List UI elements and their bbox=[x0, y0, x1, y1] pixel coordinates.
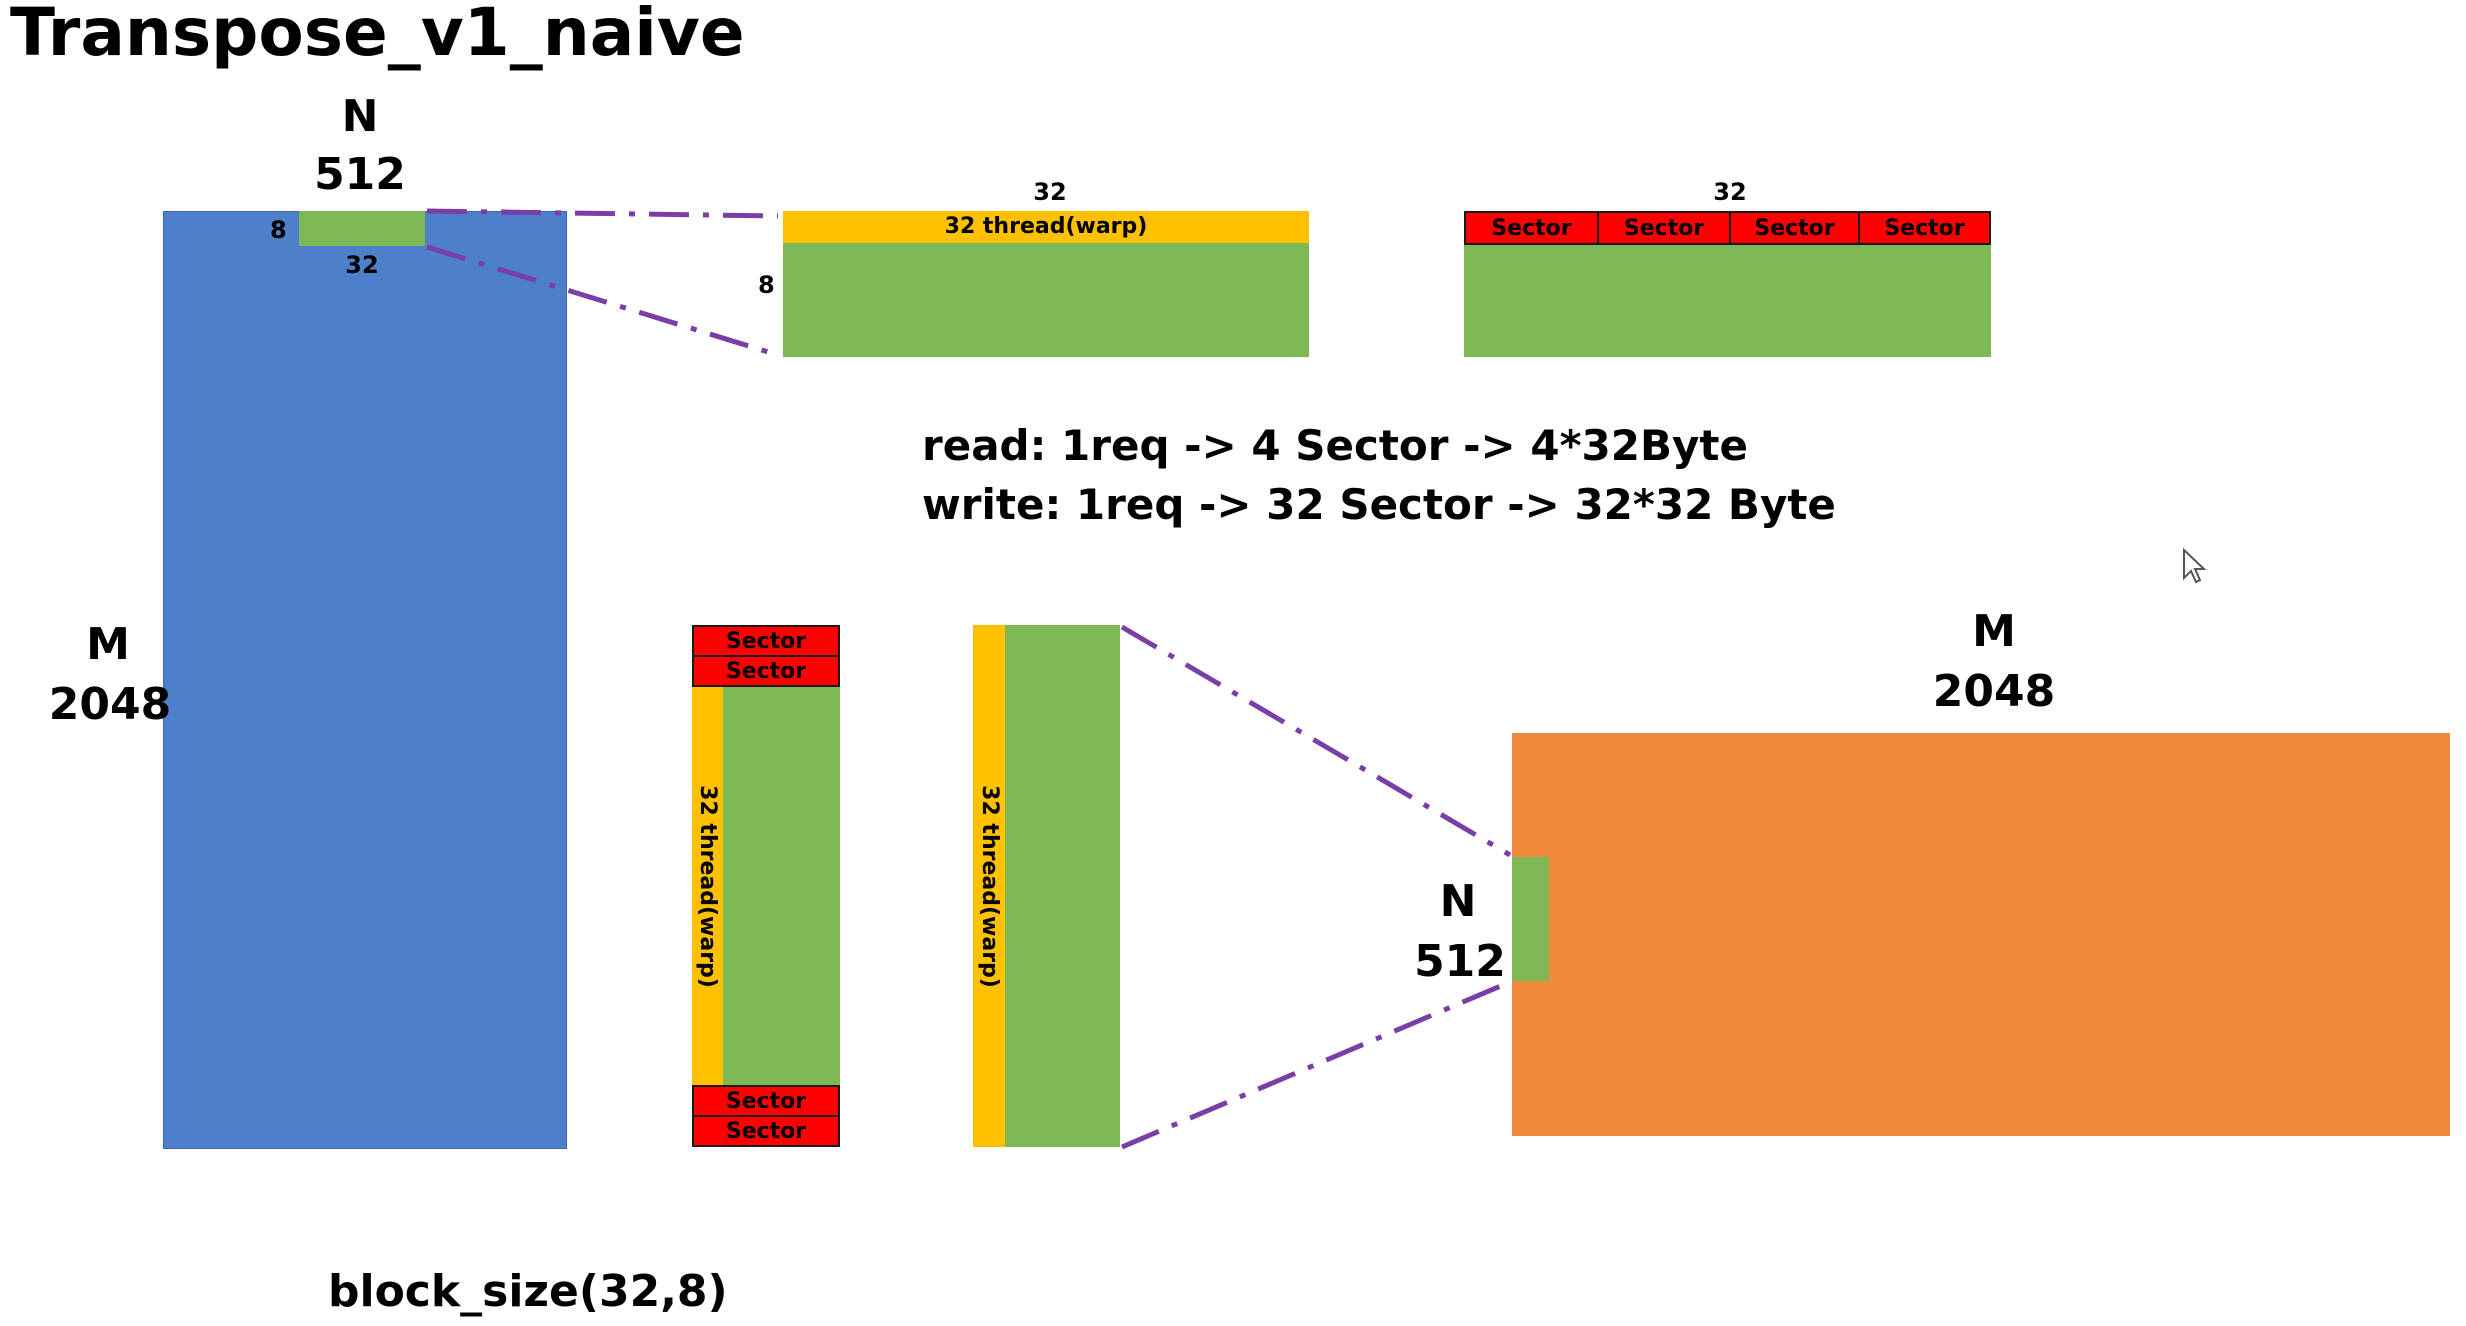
write-column-sectors-warp-label: 32 thread(warp) bbox=[695, 784, 721, 988]
mouse-cursor-icon bbox=[2183, 548, 2207, 584]
info-write: write: 1req -> 32 Sector -> 32*32 Byte bbox=[922, 480, 1836, 529]
write-sector-top-1: Sector bbox=[692, 625, 840, 657]
info-read: read: 1req -> 4 Sector -> 4*32Byte bbox=[922, 421, 1748, 470]
output-rows-name: N bbox=[1439, 876, 1477, 927]
block-size-label: block_size(32,8) bbox=[328, 1266, 728, 1317]
read-sector-1: Sector bbox=[1464, 211, 1599, 245]
read-sector-2: Sector bbox=[1597, 211, 1731, 245]
write-sector-bottom-1: Sector bbox=[692, 1085, 840, 1117]
read-tile-warp-bar: 32 thread(warp) bbox=[783, 211, 1309, 243]
write-sector-top-2: Sector bbox=[692, 655, 840, 687]
output-cols-name: M bbox=[1972, 606, 2016, 657]
write-column-sectors-warp-label-wrap: 32 thread(warp) bbox=[692, 687, 723, 1085]
output-matrix bbox=[1512, 733, 2450, 1136]
write-column-warp-label-wrap: 32 thread(warp) bbox=[973, 625, 1005, 1147]
write-column-warp-bar bbox=[973, 625, 1005, 1147]
input-rows-name: M bbox=[86, 619, 130, 670]
write-column-sectors-body bbox=[723, 687, 840, 1085]
input-rows-value: 2048 bbox=[48, 679, 172, 730]
input-matrix bbox=[163, 211, 567, 1149]
input-cols-value: 512 bbox=[314, 149, 406, 200]
input-tile-width-label: 32 bbox=[345, 251, 379, 279]
read-sectors-body bbox=[1464, 245, 1991, 357]
output-cols-value: 2048 bbox=[1932, 666, 2056, 717]
write-column-body bbox=[1005, 625, 1120, 1147]
write-sector-bottom-2: Sector bbox=[692, 1115, 840, 1147]
write-column-warp-label: 32 thread(warp) bbox=[976, 784, 1002, 988]
read-sector-4: Sector bbox=[1858, 211, 1991, 245]
output-tile bbox=[1512, 857, 1549, 981]
write-line-top bbox=[1120, 624, 1512, 858]
write-column-sectors-warp-bar bbox=[692, 687, 723, 1085]
read-sector-3: Sector bbox=[1729, 211, 1860, 245]
input-cols-name: N bbox=[341, 91, 379, 142]
read-tile-height-label: 8 bbox=[758, 271, 775, 299]
read-sectors-width-label: 32 bbox=[1713, 178, 1747, 206]
write-line-bottom bbox=[1121, 979, 1511, 1150]
input-tile bbox=[299, 211, 425, 246]
input-tile-height-label: 8 bbox=[270, 216, 287, 244]
read-tile-body bbox=[783, 243, 1309, 357]
diagram-title: Transpose_v1_naive bbox=[10, 0, 745, 71]
output-rows-value: 512 bbox=[1414, 936, 1506, 987]
read-tile-width-label: 32 bbox=[1033, 178, 1067, 206]
read-tile-warp-label: 32 thread(warp) bbox=[944, 214, 1148, 239]
